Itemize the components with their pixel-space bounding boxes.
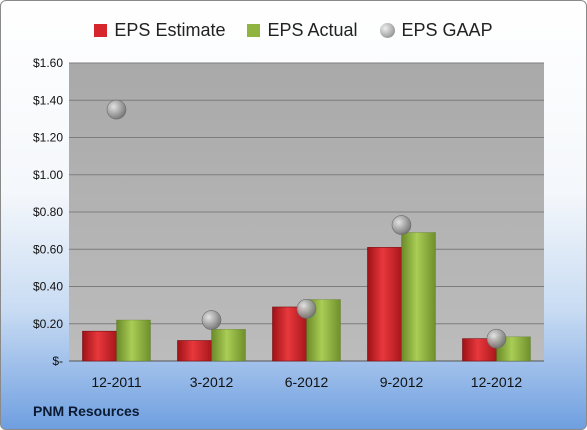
- y-tick-label: $0.80: [33, 205, 63, 219]
- legend-swatch-actual: [247, 23, 261, 37]
- point-eps-gaap: [486, 328, 507, 349]
- y-tick-label: $0.40: [33, 280, 63, 294]
- bars: [82, 232, 531, 362]
- y-tick-label: $1.00: [33, 168, 63, 182]
- legend-item-estimate: EPS Estimate: [94, 20, 225, 41]
- legend-item-gaap: EPS GAAP: [379, 19, 493, 41]
- y-axis-ticks: $- $0.20 $0.40 $0.60 $0.80 $1.00 $1.20 $1.40 $1.…: [33, 56, 63, 368]
- x-tick-label: 3-2012: [190, 374, 234, 390]
- y-tick-label: $1.60: [33, 56, 63, 70]
- x-tick-label: 12-2012: [471, 374, 523, 390]
- y-tick-label: $1.20: [33, 131, 63, 145]
- legend-swatch-gaap: [379, 22, 395, 38]
- legend-item-actual: EPS Actual: [247, 19, 358, 41]
- legend-label-actual: EPS Actual: [267, 19, 358, 40]
- gaap-points: [106, 99, 507, 349]
- chart-legend: EPS Estimate EPS Actual EPS GAAP: [1, 17, 586, 43]
- point-eps-gaap: [106, 99, 127, 120]
- point-eps-gaap: [201, 310, 222, 330]
- point-eps-gaap: [391, 215, 412, 235]
- bar-eps-estimate: [367, 247, 402, 362]
- bar-eps-estimate: [82, 330, 117, 362]
- y-tick-label: $0.20: [33, 317, 63, 331]
- legend-swatch-estimate: [94, 23, 108, 37]
- company-name: PNM Resources: [33, 403, 140, 419]
- legend-label-gaap: EPS GAAP: [401, 19, 493, 40]
- y-tick-label: $-: [52, 354, 63, 368]
- x-axis-ticks: 12-2011 3-2012 6-2012 9-2012 12-2012: [91, 374, 522, 390]
- bar-eps-actual: [401, 232, 436, 362]
- bar-eps-actual: [116, 319, 151, 362]
- x-tick-label: 12-2011: [91, 374, 142, 390]
- y-tick-label: $1.40: [33, 93, 63, 107]
- y-tick-label: $0.60: [33, 242, 63, 256]
- bar-eps-actual: [211, 329, 246, 362]
- legend-label-estimate: EPS Estimate: [114, 19, 226, 40]
- bar-eps-estimate: [177, 340, 212, 362]
- x-tick-label: 9-2012: [380, 374, 424, 390]
- x-tick-label: 6-2012: [285, 374, 329, 390]
- point-eps-gaap: [296, 299, 317, 319]
